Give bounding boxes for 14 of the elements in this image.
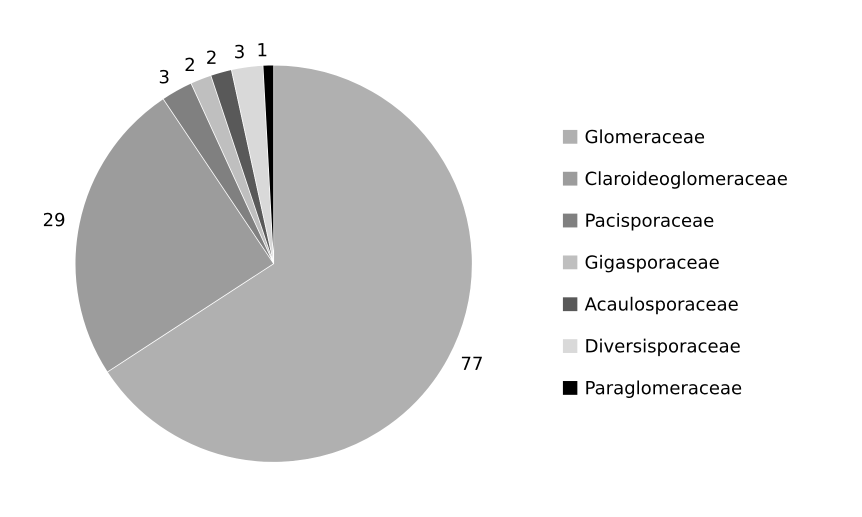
data-label: 3	[160, 70, 169, 84]
data-label: 77	[462, 356, 482, 370]
legend-label: Acaulosporaceae	[584, 296, 738, 314]
data-label: 3	[235, 44, 244, 58]
legend-label: Claroideoglomeraceae	[586, 171, 787, 189]
legend-label: Pacisporaceae	[586, 213, 714, 231]
data-label: 1	[258, 43, 266, 56]
data-label: 29	[44, 212, 64, 226]
legend-label: Gigasporaceae	[586, 254, 719, 272]
data-label: 2	[207, 50, 216, 64]
legend-label: Diversisporaceae	[586, 338, 740, 356]
legend-label: Paraglomeraceae	[586, 380, 742, 398]
data-label: 2	[186, 58, 194, 72]
legend-label: Glomeraceae	[586, 129, 704, 144]
